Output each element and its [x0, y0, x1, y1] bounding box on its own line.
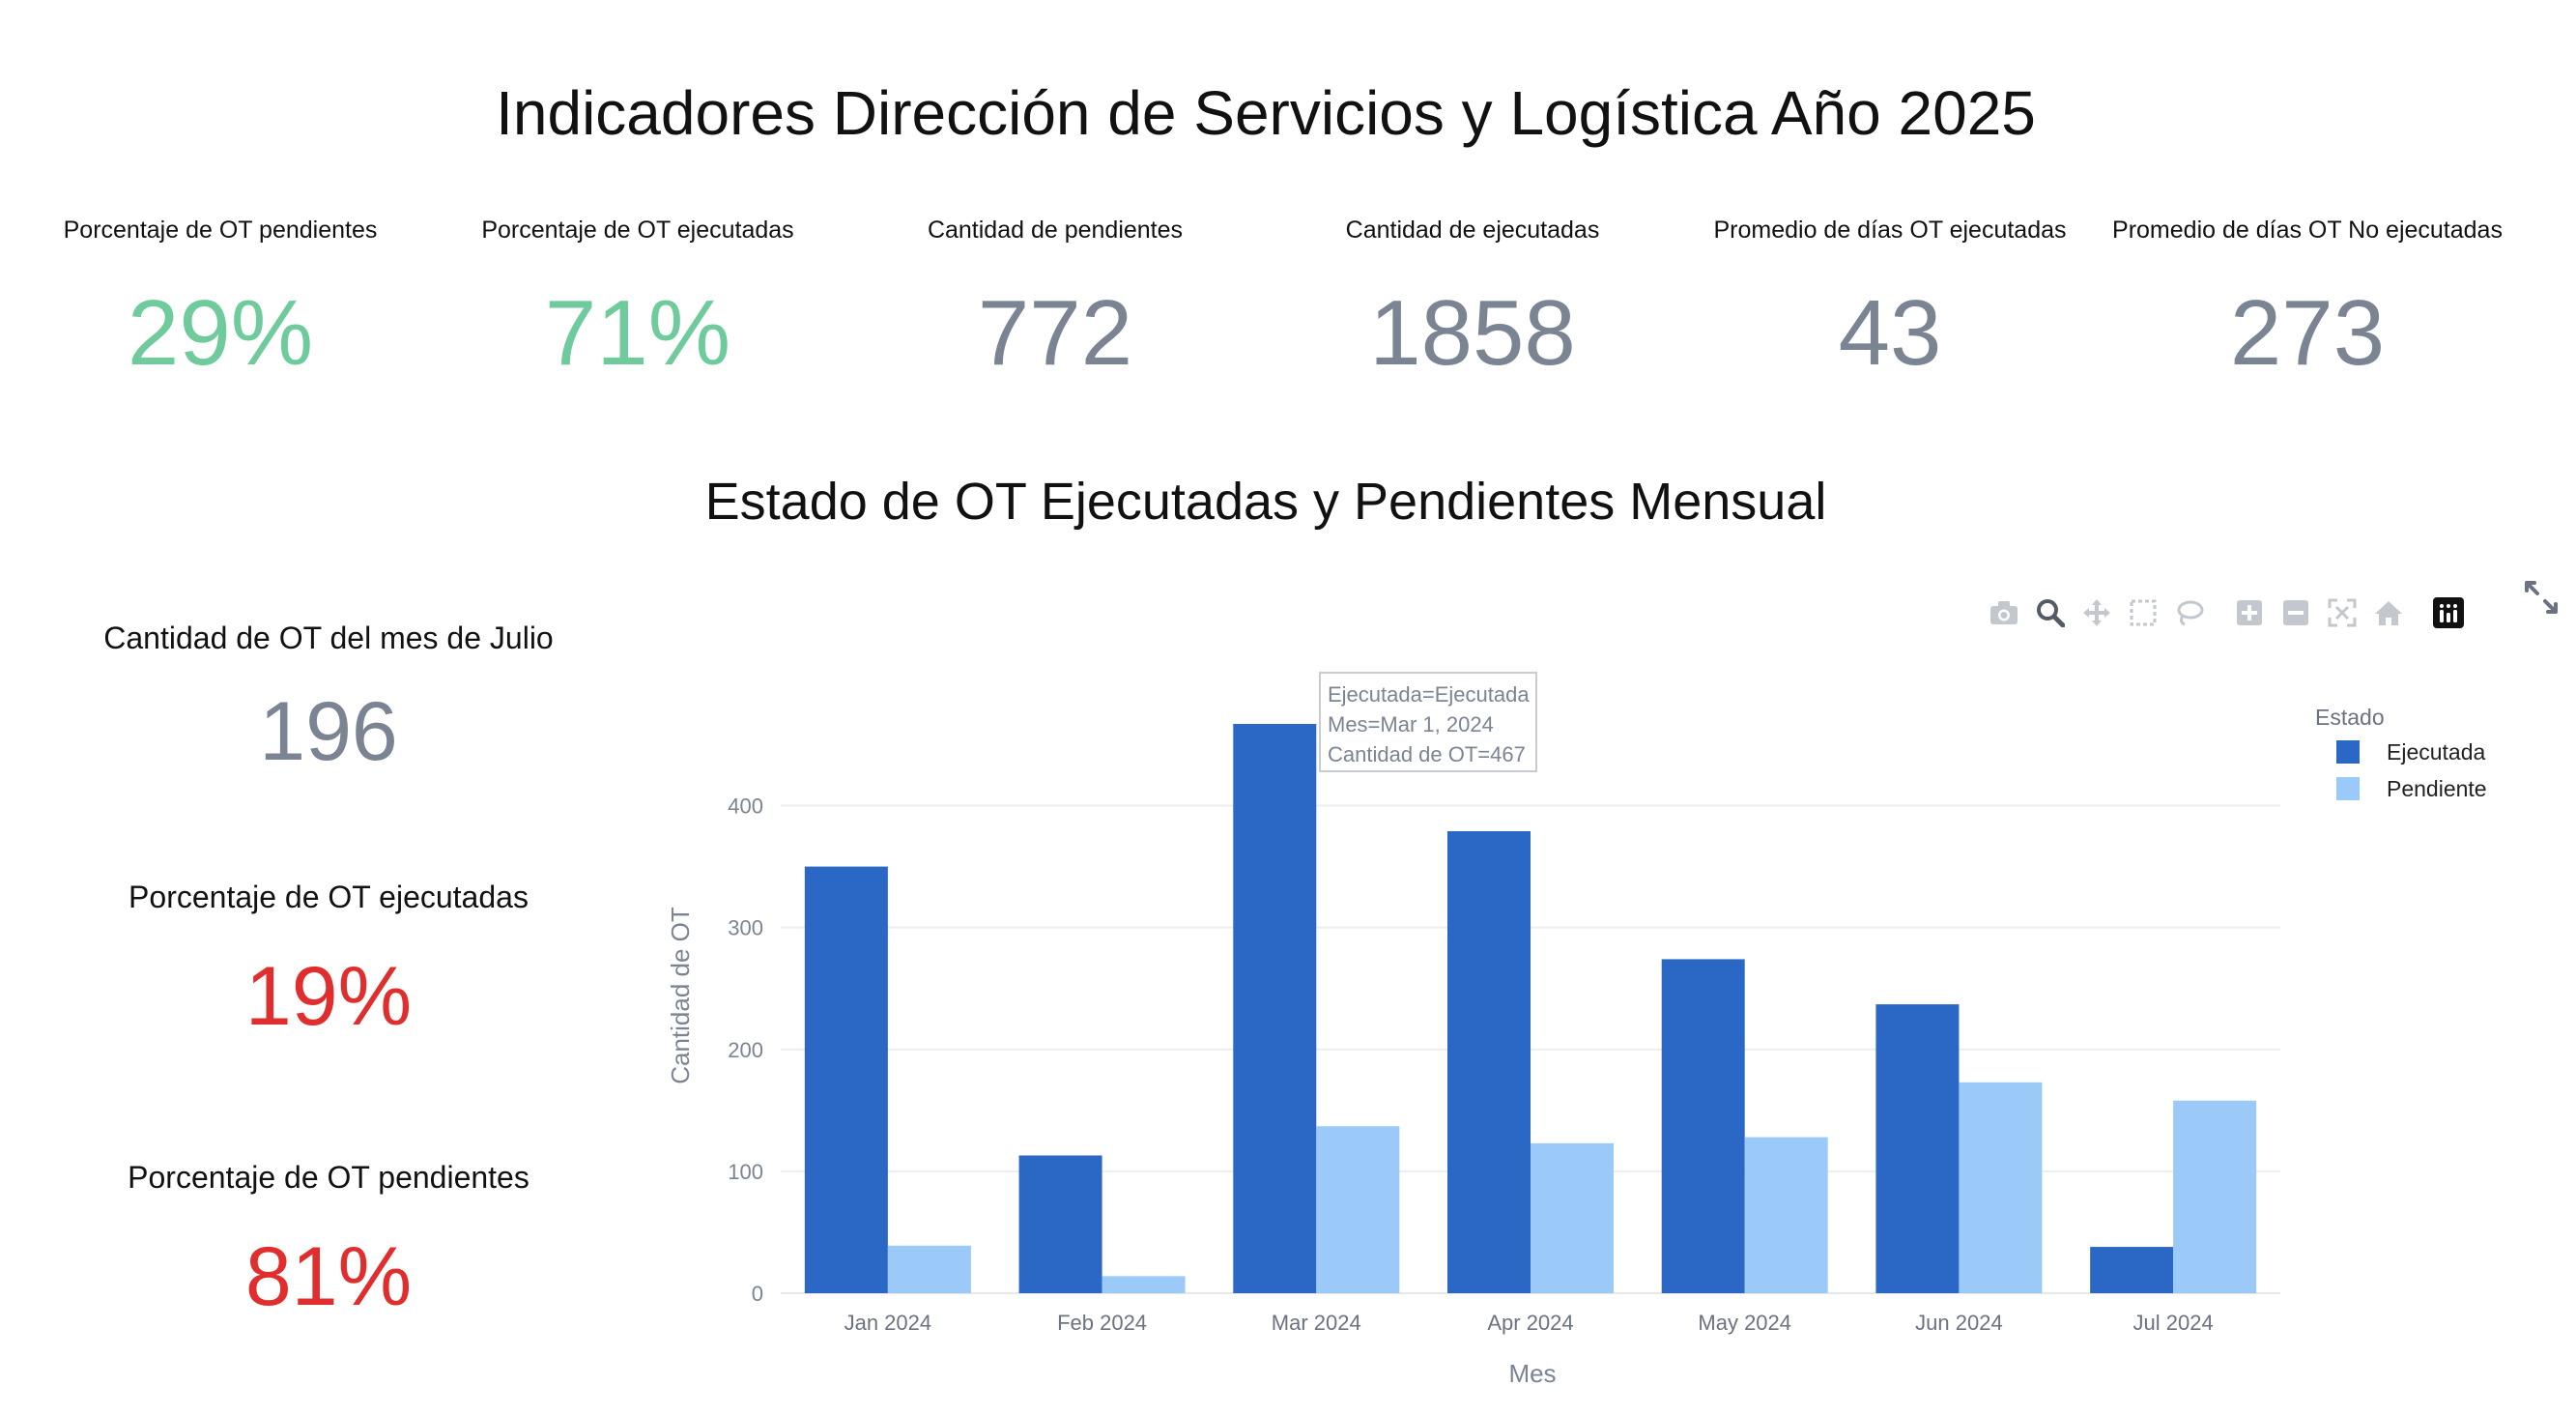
bar-ejecutada-4[interactable] — [1447, 830, 1531, 1293]
home-icon[interactable] — [2365, 592, 2412, 634]
bar-ejecutada-5[interactable] — [1661, 959, 1745, 1293]
kpi-label-ejecutadas-pct: Porcentaje de OT ejecutadas — [481, 217, 794, 244]
kpi-label-pendientes-pct: Porcentaje de OT pendientes — [63, 217, 378, 244]
bar-pendiente-2[interactable] — [1102, 1276, 1186, 1293]
side-label-exec-pct: Porcentaje de OT ejecutadas — [129, 880, 529, 914]
x-tick-label: Jul 2024 — [2133, 1311, 2214, 1335]
kpi-label-promedio-ejecutadas: Promedio de días OT ejecutadas — [1713, 217, 2067, 244]
zoom-icon[interactable] — [2027, 592, 2074, 634]
side-label-month: Cantidad de OT del mes de Julio — [103, 621, 554, 655]
bar-ejecutada-6[interactable] — [1875, 1004, 1960, 1293]
lasso-icon[interactable] — [2166, 592, 2213, 634]
legend-item-pendiente[interactable]: Pendiente — [2336, 776, 2487, 801]
legend-title: Estado — [2315, 705, 2385, 730]
y-tick-label: 0 — [752, 1282, 763, 1306]
tooltip-line-1: Ejecutada=Ejecutada — [1328, 682, 1530, 707]
page-title: Indicadores Dirección de Servicios y Log… — [496, 78, 2036, 148]
zoom-out-icon[interactable] — [2273, 592, 2319, 634]
legend-item-ejecutada[interactable]: Ejecutada — [2336, 739, 2486, 765]
bar-pendiente-7[interactable] — [2173, 1100, 2257, 1293]
chart-modebar — [1981, 592, 2472, 634]
box-select-icon[interactable] — [2120, 592, 2166, 634]
chart-bars — [804, 724, 2257, 1293]
x-tick-label: May 2024 — [1698, 1311, 1791, 1335]
zoom-in-icon[interactable] — [2226, 592, 2273, 634]
kpi-value-cantidad-ejecutadas: 1858 — [1369, 281, 1576, 385]
y-tick-label: 100 — [728, 1160, 763, 1184]
expand-icon[interactable] — [2524, 580, 2566, 622]
bar-pendiente-1[interactable] — [887, 1245, 971, 1293]
legend-label-pendiente: Pendiente — [2387, 776, 2487, 801]
y-tick-label: 400 — [728, 794, 763, 819]
x-axis-label: Mes — [1508, 1359, 1556, 1388]
kpi-label-cantidad-pendientes: Cantidad de pendientes — [927, 217, 1184, 244]
bar-pendiente-3[interactable] — [1316, 1126, 1400, 1293]
autoscale-icon[interactable] — [2319, 592, 2365, 634]
bar-ejecutada-3[interactable] — [1233, 724, 1317, 1293]
x-axis-ticks: Jan 2024 Feb 2024 Mar 2024 Apr 2024 May 2024… — [844, 1311, 2214, 1335]
y-tick-label: 200 — [728, 1038, 763, 1062]
plotly-logo-icon[interactable] — [2425, 592, 2472, 634]
bar-ejecutada-1[interactable] — [804, 866, 888, 1293]
tooltip-line-3: Cantidad de OT=467 — [1328, 742, 1526, 766]
kpi-value-pendientes-pct: 29% — [127, 281, 314, 385]
x-tick-label: Jun 2024 — [1915, 1311, 2003, 1335]
bar-pendiente-5[interactable] — [1744, 1137, 1828, 1293]
x-tick-label: Jan 2024 — [844, 1311, 932, 1335]
kpi-label-promedio-no-ejecutadas: Promedio de días OT No ejecutadas — [2112, 217, 2503, 244]
side-label-pend-pct: Porcentaje de OT pendientes — [128, 1160, 530, 1195]
kpi-value-promedio-ejecutadas: 43 — [1838, 281, 1942, 385]
camera-icon[interactable] — [1981, 592, 2027, 634]
bar-ejecutada-7[interactable] — [2090, 1247, 2174, 1293]
x-tick-label: Mar 2024 — [1272, 1311, 1361, 1335]
bar-ejecutada-2[interactable] — [1018, 1155, 1102, 1293]
hover-tooltip: Ejecutada=Ejecutada Mes=Mar 1, 2024 Cant… — [1319, 672, 1537, 772]
x-tick-label: Feb 2024 — [1057, 1311, 1147, 1335]
side-value-pend-pct: 81% — [244, 1230, 413, 1323]
bar-pendiente-4[interactable] — [1531, 1142, 1614, 1293]
legend-swatch-ejecutada — [2336, 740, 2360, 764]
x-tick-label: Apr 2024 — [1487, 1311, 1573, 1335]
y-axis-label: Cantidad de OT — [666, 907, 695, 1084]
kpi-label-cantidad-ejecutadas: Cantidad de ejecutadas — [1345, 217, 1600, 244]
kpi-value-cantidad-pendientes: 772 — [977, 281, 1133, 385]
legend-label-ejecutada: Ejecutada — [2387, 739, 2486, 765]
y-tick-label: 300 — [728, 916, 763, 940]
tooltip-line-2: Mes=Mar 1, 2024 — [1328, 712, 1494, 736]
kpi-value-promedio-no-ejecutadas: 273 — [2229, 281, 2386, 385]
y-axis-ticks: 0 100 200 300 400 — [728, 794, 763, 1306]
kpi-value-ejecutadas-pct: 71% — [544, 281, 731, 385]
pan-icon[interactable] — [2074, 592, 2120, 634]
side-value-exec-pct: 19% — [244, 950, 413, 1043]
chart-title: Estado de OT Ejecutadas y Pendientes Men… — [704, 473, 1827, 531]
legend-swatch-pendiente — [2336, 777, 2360, 800]
side-value-month: 196 — [259, 685, 398, 778]
bar-pendiente-6[interactable] — [1959, 1082, 2043, 1293]
